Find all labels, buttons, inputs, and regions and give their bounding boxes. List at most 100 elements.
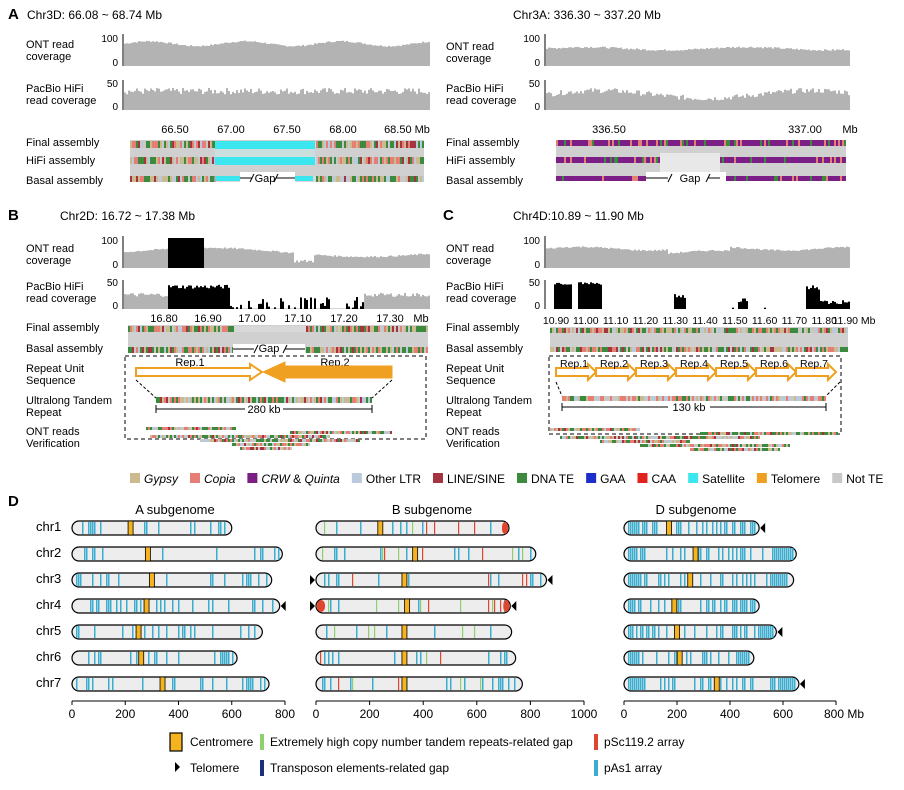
coverage-bar [718,48,720,66]
read-segment [554,428,556,431]
te-stripe [838,328,840,333]
coverage-bar [414,295,416,309]
te-stripe [170,326,172,332]
te-stripe [728,328,730,333]
coverage-bar [570,47,572,66]
coverage-bar [346,256,348,268]
coverage-bar [140,41,142,66]
coverage-bar [288,93,290,110]
te-stripe [604,396,606,401]
coverage-bar [572,93,574,110]
read-segment [600,436,602,439]
te-stripe [376,141,378,148]
coverage-bar [412,293,414,309]
te-stripe [420,326,422,332]
te-stripe [228,397,230,403]
coverage-bar [400,46,402,66]
read-segment [760,432,762,435]
pas1-mark [642,626,644,638]
legend-label: CRW & Quinta [261,472,340,486]
coverage-bar [786,90,788,110]
read-segment [662,444,664,447]
tick-label: 0 [112,260,118,271]
coverage-bar [644,250,646,268]
te-stripe [362,397,364,403]
tick-label: 50 [107,79,119,90]
read-segment [626,436,628,439]
te-stripe [804,396,806,401]
axis-tick-label: 600 [222,707,242,721]
chromosome-body [71,676,270,692]
legend-label: Extremely high copy number tandem repeat… [270,735,573,749]
te-stripe [688,328,690,333]
read-segment [650,436,652,439]
read-segment [744,448,746,451]
te-stripe [326,347,328,353]
te-stripe [776,157,778,163]
coverage-bar [846,50,848,66]
chromosome [71,650,238,666]
pas1-mark [92,548,94,560]
coverage-bar [582,48,584,66]
te-stripe [378,157,380,164]
pas1-mark [250,574,252,586]
te-stripe [422,157,424,164]
read-segment [168,427,170,430]
te-stripe [810,157,812,163]
coverage-bar [416,43,418,66]
te-stripe [582,140,584,146]
coverage-bar [168,88,170,110]
te-stripe [840,328,842,333]
te-stripe [634,347,636,352]
coverage-bar [154,294,156,309]
rep-arrow [675,361,718,383]
coverage-bar [622,249,624,268]
pas1-mark [650,600,652,612]
te-stripe [138,176,140,182]
read-segment [560,428,562,431]
psc-mark [328,600,330,612]
read-segment [278,435,280,438]
coverage-bar [656,250,658,268]
te-stripe [710,140,712,146]
subgenome-title: A subgenome [135,502,215,517]
te-stripe [334,157,336,164]
te-stripe [280,397,282,403]
chromosome [315,546,537,562]
read-segment [154,435,156,438]
read-segment [320,431,322,434]
te-stripe [398,347,400,353]
read-segment [260,447,262,450]
pas1-mark [332,652,334,664]
te-stripe [232,326,234,332]
ultra-label-1: Ultralong Tandem [446,395,532,407]
te-stripe [410,157,412,164]
coverage-bar [200,89,202,110]
coverage-bar [412,43,414,66]
coverage-bar [706,99,708,110]
te-stripe [316,157,318,164]
gap-mask [233,344,305,354]
coverage-bar [232,307,234,309]
read-segment [602,440,604,443]
te-stripe [698,396,700,401]
te-stripe [196,397,198,403]
coverage-bar [194,287,196,309]
pas1-mark [500,678,502,690]
te-stripe [158,347,160,353]
coverage-bar [284,252,286,268]
read-segment [160,427,162,430]
psc-mark [474,626,476,638]
coverage-bar [246,249,248,268]
pas1-mark [164,600,166,612]
te-stripe [618,157,620,163]
read-segment [228,435,230,438]
coverage-bar [700,48,702,66]
te-stripe [420,347,422,353]
pas1-mark [636,652,638,664]
coverage-bar [376,45,378,66]
read-segment [276,435,278,438]
coverage-bar [136,88,138,110]
read-segment [612,428,614,431]
tick-label: 0 [534,301,540,312]
